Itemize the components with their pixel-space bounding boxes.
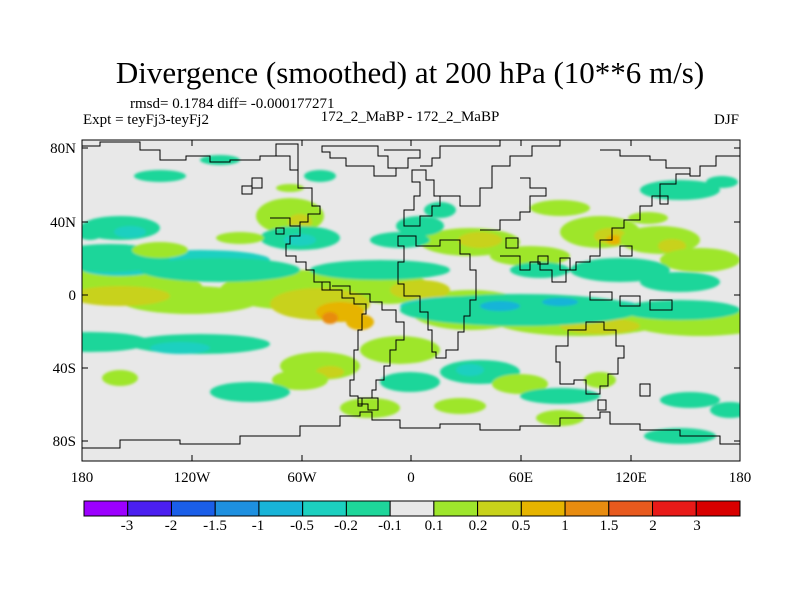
x-tick-label: 180 <box>71 470 94 486</box>
divergence-contour-patch <box>114 226 146 238</box>
divergence-contour-patch <box>706 176 738 188</box>
colorbar-box <box>83 500 129 517</box>
divergence-contour-patch <box>640 272 720 292</box>
x-tick-label: 60W <box>287 470 317 486</box>
colorbar-label: -3 <box>121 518 134 534</box>
colorbar-box <box>652 500 697 517</box>
colorbar-box <box>258 500 304 517</box>
divergence-contour-patch <box>542 298 578 306</box>
divergence-contour-patch <box>480 301 520 311</box>
divergence-contour-patch <box>346 314 374 330</box>
colorbar-label: 0.1 <box>425 518 444 534</box>
colorbar-box <box>170 500 216 517</box>
x-tick-label: 0 <box>407 470 415 486</box>
colorbar-box <box>302 500 347 517</box>
chart-title: Divergence (smoothed) at 200 hPa (10**6 … <box>116 55 704 90</box>
divergence-contour-patch <box>102 370 138 386</box>
y-tick-label: 80S <box>53 434 76 450</box>
divergence-contour-patch <box>490 246 570 266</box>
divergence-contour-patch <box>360 336 440 364</box>
divergence-contour-patch <box>310 260 450 280</box>
colorbar-label: -0.1 <box>378 518 402 534</box>
colorbar-label: 1.5 <box>600 518 619 534</box>
season-label: DJF <box>714 112 739 128</box>
divergence-contour-patch <box>134 170 186 182</box>
colorbar-box <box>564 500 610 517</box>
case-label: 172_2_MaBP - 172_2_MaBP <box>321 109 500 125</box>
divergence-contour-patch <box>284 234 316 246</box>
coastlines <box>82 140 740 449</box>
colorbar-box <box>214 500 260 517</box>
y-tick-label: 40S <box>53 361 76 377</box>
divergence-contour-patch <box>380 372 440 392</box>
colorbar-box <box>345 500 391 517</box>
y-tick-label: 80N <box>50 141 76 157</box>
y-tick-marks <box>82 147 740 442</box>
divergence-contour-patch <box>492 374 548 394</box>
colorbar-label: 3 <box>693 518 701 534</box>
stats-line: rmsd= 0.1784 diff= -0.000177271 <box>130 96 335 112</box>
divergence-contour-patch <box>340 398 400 418</box>
y-axis-labels: 80N 40N 0 40S 80S <box>50 141 76 450</box>
divergence-contour-patch <box>660 248 740 272</box>
colorbar-label: -1.5 <box>203 518 227 534</box>
divergence-contour-patch <box>570 258 670 282</box>
divergence-contour-patch <box>620 300 740 320</box>
colorbar-box <box>477 500 522 517</box>
x-tick-label: 180 <box>729 470 752 486</box>
colorbar-box <box>389 500 435 517</box>
divergence-contour-patch <box>276 184 304 192</box>
colorbar-box <box>695 500 741 517</box>
divergence-contour-patch <box>530 200 590 216</box>
colorbar-boxes <box>83 500 741 517</box>
divergence-contour-patch <box>400 294 640 326</box>
divergence-contour-patch <box>606 235 622 245</box>
divergence-contour-patch <box>132 242 188 258</box>
colorbar-label: -0.5 <box>290 518 314 534</box>
map-plot-area: 180 120W 60W 0 60E 120E 180 80N 40N 0 40… <box>50 139 752 486</box>
colorbar-label: 1 <box>561 518 569 534</box>
y-tick-label: 0 <box>69 288 77 304</box>
colorbar-box <box>127 500 172 517</box>
divergence-contour-patch <box>304 170 336 182</box>
x-tick-marks <box>191 140 632 461</box>
divergence-contour-patch <box>82 286 170 306</box>
divergence-contour-patch <box>150 342 210 354</box>
x-tick-label: 120E <box>615 470 647 486</box>
colorbar-label: -0.2 <box>334 518 358 534</box>
divergence-contour-patch <box>82 224 104 240</box>
colorbar-label: 0.5 <box>512 518 531 534</box>
divergence-contour-patch <box>434 398 486 414</box>
colorbar-label: 2 <box>649 518 657 534</box>
divergence-contour-patch <box>456 364 484 376</box>
experiment-label: Expt = teyFj3-teyFj2 <box>83 112 209 128</box>
divergence-contour-patch <box>216 232 264 244</box>
divergence-contour-patch <box>628 212 668 224</box>
colorbar-labels: -3 -2 -1.5 -1 -0.5 -0.2 -0.1 0.1 0.2 0.5… <box>121 518 701 534</box>
divergence-contour-patch <box>660 392 720 408</box>
divergence-contour-patch <box>82 332 150 352</box>
colorbar-label: -1 <box>252 518 265 534</box>
colorbar-label: 0.2 <box>469 518 488 534</box>
divergence-contour-patch <box>458 232 502 248</box>
x-axis-labels: 180 120W 60W 0 60E 120E 180 <box>71 470 752 486</box>
colorbar-box <box>520 500 566 517</box>
divergence-field <box>82 155 740 444</box>
divergence-contour-patch <box>390 280 450 300</box>
x-tick-label: 60E <box>509 470 533 486</box>
divergence-contour-patch <box>140 258 300 282</box>
colorbar-label: -2 <box>165 518 178 534</box>
divergence-contour-patch <box>210 382 290 402</box>
colorbar-box <box>433 500 479 517</box>
divergence-contour-patch <box>272 370 328 390</box>
x-tick-label: 120W <box>174 470 212 486</box>
divergence-contour-patch <box>658 239 686 253</box>
y-tick-label: 40N <box>50 215 76 231</box>
divergence-contour-patch <box>322 312 338 324</box>
colorbar: -3 -2 -1.5 -1 -0.5 -0.2 -0.1 0.1 0.2 0.5… <box>83 500 741 534</box>
colorbar-box <box>608 500 654 517</box>
divergence-contour-patch <box>710 402 740 418</box>
divergence-contour-patch <box>520 388 600 404</box>
